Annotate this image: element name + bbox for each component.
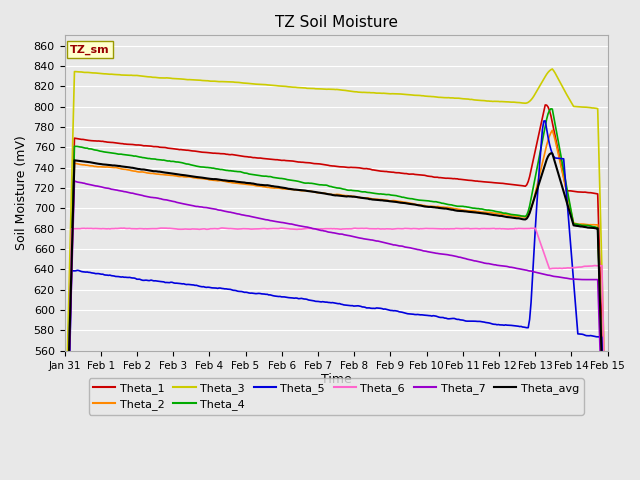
Theta_7 [449, 253, 457, 259]
Line: Theta_7: Theta_7 [65, 181, 607, 480]
Line: Theta_avg: Theta_avg [65, 153, 607, 480]
Theta_5 [96, 271, 104, 277]
Line: Theta_5: Theta_5 [65, 121, 607, 480]
Theta_avg [340, 193, 348, 199]
Theta_6 [449, 226, 457, 232]
Line: Theta_3: Theta_3 [65, 69, 607, 480]
Theta_4 [601, 456, 609, 462]
Theta_2 [448, 205, 456, 211]
Theta_7 [70, 178, 78, 184]
Theta_avg [448, 207, 456, 213]
Theta_5 [601, 452, 609, 457]
Theta_1 [79, 136, 87, 142]
Theta_5 [529, 275, 536, 280]
Legend: Theta_1, Theta_2, Theta_3, Theta_4, Theta_5, Theta_6, Theta_7, Theta_avg: Theta_1, Theta_2, Theta_3, Theta_4, Thet… [88, 378, 584, 415]
Line: Theta_2: Theta_2 [65, 130, 607, 480]
Theta_4 [96, 148, 104, 154]
Theta_5 [448, 315, 456, 321]
Title: TZ Soil Moisture: TZ Soil Moisture [275, 15, 397, 30]
Y-axis label: Soil Moisture (mV): Soil Moisture (mV) [15, 136, 28, 251]
Theta_6 [342, 226, 349, 232]
Theta_3 [79, 69, 87, 75]
Theta_4 [448, 202, 456, 208]
Theta_7 [97, 184, 105, 190]
Theta_6 [530, 226, 538, 231]
Theta_3 [61, 465, 68, 470]
Theta_3 [601, 377, 609, 383]
Theta_4 [547, 106, 555, 112]
Theta_6 [79, 226, 87, 231]
Theta_4 [340, 186, 348, 192]
Theta_2 [79, 162, 87, 168]
Theta_3 [340, 87, 348, 93]
Theta_avg [529, 201, 536, 207]
Text: TZ_sm: TZ_sm [70, 45, 109, 55]
Theta_3 [96, 71, 104, 76]
Theta_1 [601, 434, 609, 440]
Theta_2 [529, 201, 536, 207]
Theta_3 [548, 66, 556, 72]
Theta_1 [96, 138, 104, 144]
Theta_1 [340, 164, 348, 170]
Theta_4 [529, 189, 536, 194]
Theta_5 [79, 269, 87, 275]
Line: Theta_6: Theta_6 [65, 228, 607, 480]
Theta_6 [96, 226, 104, 231]
Theta_3 [448, 95, 456, 101]
Theta_2 [340, 192, 348, 198]
Theta_avg [96, 161, 104, 167]
Theta_avg [601, 456, 609, 462]
Theta_4 [79, 144, 87, 150]
Theta_1 [541, 102, 549, 108]
X-axis label: Time: Time [321, 373, 351, 386]
Line: Theta_1: Theta_1 [65, 105, 607, 480]
Theta_2 [548, 127, 556, 133]
Theta_6 [218, 225, 226, 231]
Theta_7 [342, 232, 349, 238]
Theta_2 [96, 164, 104, 169]
Theta_7 [81, 180, 88, 186]
Theta_1 [529, 160, 536, 166]
Theta_5 [340, 302, 348, 308]
Theta_6 [601, 394, 609, 399]
Theta_5 [541, 118, 549, 124]
Theta_2 [601, 454, 609, 460]
Theta_7 [530, 269, 538, 275]
Line: Theta_4: Theta_4 [65, 109, 607, 480]
Theta_3 [529, 95, 536, 101]
Theta_avg [547, 150, 555, 156]
Theta_avg [79, 158, 87, 164]
Theta_1 [448, 176, 456, 181]
